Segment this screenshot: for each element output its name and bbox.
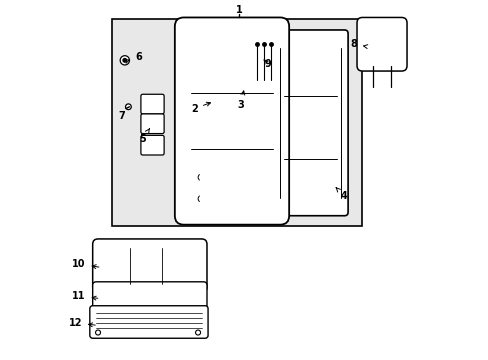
Text: 7: 7 (118, 111, 124, 121)
Text: 2: 2 (191, 102, 210, 113)
Text: 12: 12 (68, 318, 95, 328)
Text: 3: 3 (237, 91, 244, 110)
FancyBboxPatch shape (272, 30, 347, 216)
Text: 5: 5 (139, 129, 149, 144)
Text: 4: 4 (335, 188, 347, 201)
Text: 1: 1 (235, 5, 242, 15)
Text: 6: 6 (124, 52, 142, 63)
FancyBboxPatch shape (141, 135, 164, 155)
FancyBboxPatch shape (141, 114, 164, 134)
Bar (112, 19, 362, 226)
Circle shape (120, 56, 129, 65)
Text: 10: 10 (72, 259, 99, 269)
Text: 9: 9 (264, 59, 270, 69)
FancyBboxPatch shape (356, 18, 406, 71)
Text: 11: 11 (72, 291, 98, 301)
FancyBboxPatch shape (93, 282, 206, 312)
Circle shape (125, 104, 131, 110)
FancyBboxPatch shape (93, 239, 206, 293)
Text: 8: 8 (349, 39, 367, 49)
Circle shape (123, 59, 126, 62)
Circle shape (95, 330, 101, 335)
FancyBboxPatch shape (141, 94, 164, 114)
FancyBboxPatch shape (90, 306, 207, 338)
Circle shape (195, 330, 200, 335)
FancyBboxPatch shape (175, 18, 288, 225)
